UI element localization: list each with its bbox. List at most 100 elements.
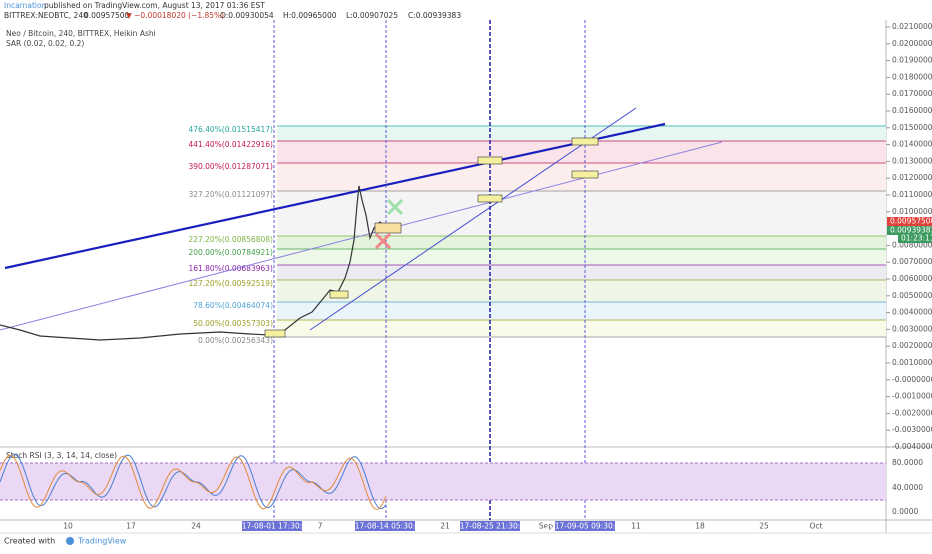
marker-box: [571, 170, 599, 179]
fib-band: [277, 302, 886, 320]
time-label: 18: [695, 522, 705, 531]
countdown-box: [898, 234, 932, 243]
rsi-line: [0, 454, 387, 510]
time-highlight: [355, 521, 415, 531]
fib-band: [277, 236, 886, 249]
close-price: 0.00939383: [890, 226, 932, 235]
time-highlight: [555, 521, 615, 531]
countdown: 01:23:11: [901, 234, 932, 243]
time-highlight: [242, 521, 302, 531]
time-label: 21: [440, 522, 450, 531]
oscillator-label: 40.0000: [892, 483, 923, 492]
fib-label: 441.40%(0.01422916): [188, 140, 273, 149]
fib-label: 200.00%(0.00784921): [188, 248, 273, 257]
legend-sar: SAR (0.02, 0.02, 0.2): [6, 39, 84, 48]
time-axis: 10 17 24 2017-08-01 17:30:00 7 2017-08-14 05:…: [63, 521, 823, 531]
fib-band: [277, 265, 886, 280]
close: C:0.00939383: [408, 11, 461, 20]
published: published on TradingView.com, August 13,…: [44, 1, 265, 10]
low: L:0.00907025: [346, 11, 398, 20]
close-price-box: [887, 226, 932, 235]
footer-created: Created with: [4, 537, 55, 546]
price-axis-label: -0.00000000: [892, 375, 932, 384]
symbol: BITTREX:NEOBTC, 240: [4, 11, 88, 20]
fib-label: 161.80%(0.00683963): [188, 264, 273, 273]
oscillator-title: Stoch RSI (3, 3, 14, 14, close): [6, 451, 117, 460]
time-label: 2017-08-25 21:30:00: [450, 522, 530, 531]
footer-brand[interactable]: TradingView: [77, 537, 127, 546]
time-highlight: [460, 521, 520, 531]
time-label: 17: [126, 522, 136, 531]
time-label: 24: [191, 522, 201, 531]
marker-box: [329, 290, 349, 299]
fib-band: [277, 141, 886, 163]
time-label: 25: [759, 522, 769, 531]
time-label: 2017-08-01 17:30:00: [232, 522, 312, 531]
fib-label: 476.40%(0.01515417): [188, 125, 273, 134]
fib-label: 390.00%(0.01287071): [188, 162, 273, 171]
cross-green: [386, 198, 404, 216]
time-label: 11: [631, 522, 641, 531]
marker-box: [264, 329, 286, 338]
fib-label: 227.20%(0.00856808): [188, 235, 273, 244]
marker-box: [374, 222, 402, 234]
drawings: [0, 20, 723, 520]
open: O:0.00930054: [220, 11, 274, 20]
last-price: 0.00957500: [890, 217, 932, 226]
change: ▼ −0.00018020 (−1.85%): [126, 11, 224, 20]
high: H:0.00965000: [283, 11, 337, 20]
time-label: Oct: [810, 522, 823, 531]
trend-line: [4, 122, 666, 270]
rsi-band: [0, 463, 886, 500]
brand-logo: [66, 537, 74, 545]
price-axis-label: 0.00100000: [892, 358, 932, 367]
last-price-box: [887, 217, 932, 226]
fib-label: 327.20%(0.01121097): [188, 190, 273, 199]
fib-label: 127.20%(0.00592519): [188, 279, 273, 288]
fibonacci-zone: 476.40%(0.01515417) 441.40%(0.01422916) 39…: [188, 125, 886, 345]
fib-band: [277, 126, 886, 141]
oscillator-label: 0.0000: [892, 507, 918, 516]
trend-line: [0, 141, 723, 331]
price-axis-label: -0.00100000: [892, 392, 932, 401]
fib-label: 78.60%(0.00464074): [193, 301, 273, 310]
fib-band: [277, 280, 886, 302]
fib-label: 0.00%(0.00256343): [198, 336, 273, 345]
fib-label: 50.00%(0.00357303): [193, 319, 273, 328]
marker-box: [477, 156, 503, 165]
fib-band: [277, 249, 886, 265]
oscillator-label: 80.0000: [892, 458, 923, 467]
fib-band: [277, 320, 886, 337]
legend-main: Neo / Bitcoin, 240, BITTREX, Heikin Ashi: [6, 29, 156, 38]
time-label: 2017-09-05 09:30:00: [545, 522, 625, 531]
time-label: 7: [318, 522, 323, 531]
author[interactable]: Incarnation: [4, 1, 47, 10]
cross-red: [374, 232, 392, 250]
time-label: 2017-08-14 05:30:00: [345, 522, 425, 531]
price: 0.00957500: [84, 11, 130, 20]
